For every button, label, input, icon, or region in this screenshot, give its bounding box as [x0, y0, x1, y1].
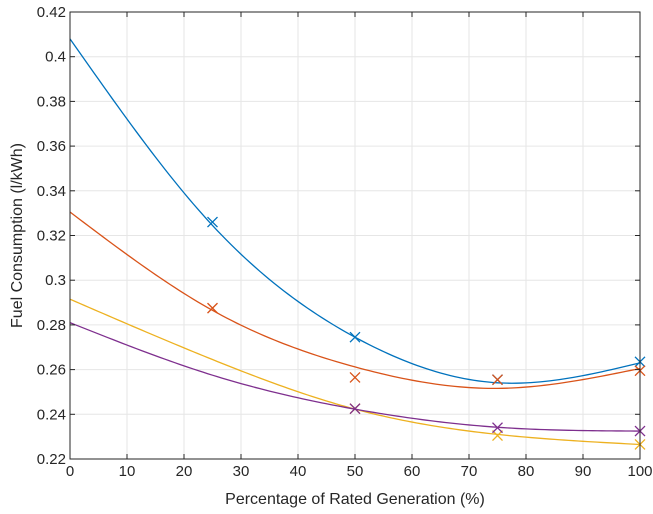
- y-tick-label: 0.32: [37, 228, 66, 245]
- x-tick-label: 10: [119, 463, 136, 480]
- x-tick-label: 100: [627, 463, 652, 480]
- y-tick-label: 0.4: [45, 49, 66, 66]
- series-group: [69, 38, 646, 450]
- x-tick-label: 80: [518, 463, 535, 480]
- y-tick-label: 0.42: [37, 4, 66, 21]
- x-tick-label: 0: [66, 463, 74, 480]
- x-tick-label: 60: [404, 463, 421, 480]
- series-2-marker: [207, 302, 218, 314]
- x-tick-label: 50: [347, 463, 364, 480]
- x-axis-label: Percentage of Rated Generation (%): [225, 491, 485, 508]
- grid: [70, 12, 640, 459]
- series-3-marker: [492, 430, 503, 441]
- series-4-marker: [349, 403, 361, 415]
- series-1-marker: [349, 331, 361, 343]
- series-1-marker: [207, 216, 218, 228]
- y-tick-label: 0.24: [37, 406, 66, 423]
- y-axis-label: Fuel Consumption (l/kWh): [9, 143, 26, 328]
- y-tick-label: 0.34: [37, 183, 66, 200]
- y-tick-label: 0.36: [37, 138, 66, 155]
- y-tick-label: 0.3: [45, 272, 66, 289]
- x-tick-label: 40: [290, 463, 307, 480]
- x-tick-label: 90: [575, 463, 592, 480]
- y-tick-label: 0.28: [37, 317, 66, 334]
- y-tick-label: 0.22: [37, 451, 66, 468]
- series-4-marker: [492, 422, 503, 434]
- x-tick-label: 30: [233, 463, 250, 480]
- ticks: 0 10 20 30 40 50 60 70 80 90 100 0.22 0.24 0.26 0.28 0.…: [37, 4, 653, 480]
- x-tick-label: 20: [176, 463, 193, 480]
- y-tick-label: 0.26: [37, 362, 66, 379]
- series-2-fit-line: [69, 211, 641, 390]
- x-tick-label: 70: [461, 463, 478, 480]
- series-2-marker: [349, 371, 361, 383]
- y-tick-label: 0.38: [37, 93, 66, 110]
- series-2-marker: [492, 374, 503, 386]
